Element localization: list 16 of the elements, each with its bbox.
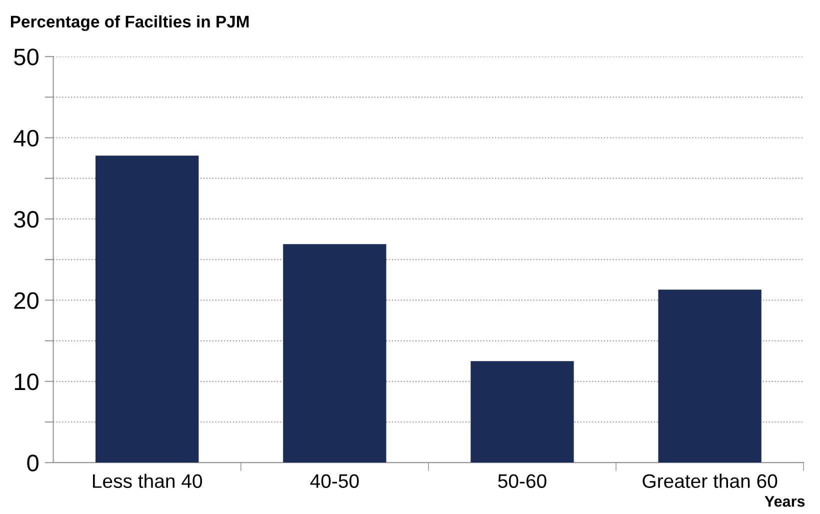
x-tick-label: 40-50 [310,474,359,488]
y-tick-label: 10 [14,373,38,390]
y-axis-title: Percentage of Facilties in PJM [10,15,249,31]
y-tick-label: 30 [14,211,38,228]
x-axis-title: Years [764,496,805,507]
y-tick-label: 20 [14,292,38,309]
y-tick-label: 0 [27,454,38,472]
bar [658,290,762,463]
x-tick-label: Less than 40 [93,474,202,488]
bar [96,156,199,463]
y-tick-label: 40 [14,130,38,147]
bar [470,361,574,463]
x-tick-label: 50-60 [498,474,546,488]
bar [283,244,386,463]
y-tick-label: 50 [14,48,38,66]
x-tick-label: Greater than 60 [642,474,778,488]
